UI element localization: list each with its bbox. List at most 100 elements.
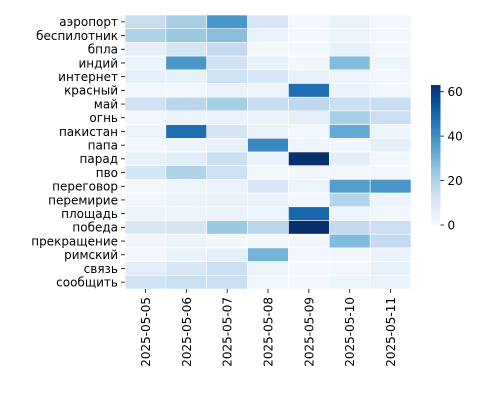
heatmap-cell	[165, 96, 208, 112]
y-tick-label: площадь	[61, 207, 118, 221]
heatmap-cell	[288, 179, 330, 194]
heatmap-cell	[124, 55, 167, 71]
heatmap-cell	[124, 124, 167, 139]
heatmap-cell	[206, 220, 248, 235]
heatmap-cell	[328, 179, 371, 194]
heatmap-cell	[124, 69, 167, 84]
heatmap-cell	[165, 220, 208, 235]
heatmap-cell	[124, 165, 167, 180]
heatmap-cell	[288, 206, 330, 221]
heatmap-cell	[288, 124, 330, 139]
heatmap-cell	[124, 151, 167, 166]
heatmap-cell	[288, 28, 330, 43]
heatmap-cell	[328, 55, 371, 71]
heatmap-cell	[247, 247, 289, 262]
heatmap-cell	[206, 96, 248, 112]
heatmap-cell	[247, 206, 289, 221]
heatmap-cell	[124, 261, 167, 276]
x-axis: 2025-05-05 2025-05-06 2025-05-07 2025-05-08…	[139, 289, 398, 367]
heatmap-cell	[206, 138, 248, 153]
heatmap-cell	[165, 14, 208, 29]
heatmap-cell	[124, 233, 167, 249]
y-tick-label: пакистан	[59, 125, 118, 139]
heatmap-cell	[369, 274, 412, 290]
y-tick-label: перемирие	[48, 193, 118, 207]
heatmap-cell	[288, 165, 330, 180]
heatmap-cell	[206, 151, 248, 166]
heatmap-cells	[124, 14, 412, 290]
heatmap-cell	[124, 83, 167, 98]
heatmap-cell	[369, 28, 412, 43]
heatmap-cell	[288, 274, 330, 290]
heatmap-cell	[328, 124, 371, 139]
colorbar: 0 20 40 60	[431, 85, 463, 232]
heatmap-cell	[165, 69, 208, 84]
heatmap-cell	[165, 42, 208, 57]
heatmap-cell	[247, 110, 289, 125]
heatmap-cell	[206, 247, 248, 262]
heatmap-cell	[328, 247, 371, 262]
y-tick-label: бпла	[88, 43, 118, 57]
y-tick-label: красный	[64, 84, 118, 98]
heatmap-cell	[328, 220, 371, 235]
heatmap-cell	[206, 179, 248, 194]
heatmap-cell	[369, 55, 412, 71]
heatmap-cell	[247, 96, 289, 112]
heatmap-cell	[165, 261, 208, 276]
heatmap-cell	[247, 69, 289, 84]
heatmap-cell	[206, 274, 248, 290]
heatmap-cell	[328, 42, 371, 57]
heatmap-cell	[165, 206, 208, 221]
heatmap-cell	[288, 247, 330, 262]
heatmap-cell	[288, 83, 330, 98]
heatmap-cell	[124, 179, 167, 194]
heatmap-cell	[124, 138, 167, 153]
y-tick-label: интернет	[58, 70, 118, 84]
heatmap-cell	[124, 192, 167, 208]
heatmap-cell	[165, 192, 208, 208]
heatmap-cell	[206, 42, 248, 57]
heatmap-cell	[247, 124, 289, 139]
x-tick-label: 2025-05-06	[180, 297, 194, 367]
heatmap-cell	[369, 83, 412, 98]
x-tick-label: 2025-05-09	[302, 297, 316, 367]
heatmap-cell	[124, 28, 167, 43]
heatmap-cell	[165, 28, 208, 43]
heatmap-cell	[165, 110, 208, 125]
y-tick-label: победа	[72, 221, 118, 235]
heatmap-cell	[247, 28, 289, 43]
heatmap-cell	[369, 233, 412, 249]
heatmap-cell	[165, 247, 208, 262]
heatmap-cell	[288, 233, 330, 249]
heatmap-cell	[288, 96, 330, 112]
y-tick-label: прекращение	[31, 234, 118, 248]
colorbar-tick-label: 0	[448, 218, 456, 232]
heatmap-cell	[124, 42, 167, 57]
heatmap-cell	[124, 220, 167, 235]
colorbar-gradient	[431, 85, 441, 225]
heatmap-cell	[124, 274, 167, 290]
heatmap-cell	[247, 220, 289, 235]
x-tick-label: 2025-05-07	[221, 297, 235, 367]
heatmap-cell	[328, 14, 371, 29]
heatmap-cell	[247, 261, 289, 276]
heatmap-cell	[124, 206, 167, 221]
heatmap-cell	[328, 165, 371, 180]
heatmap-cell	[247, 165, 289, 180]
heatmap-cell	[165, 151, 208, 166]
heatmap-cell	[124, 110, 167, 125]
heatmap-cell	[328, 151, 371, 166]
heatmap-cell	[206, 69, 248, 84]
heatmap-cell	[369, 220, 412, 235]
heatmap-cell	[206, 192, 248, 208]
heatmap-cell	[247, 274, 289, 290]
x-tick-label: 2025-05-11	[384, 297, 398, 367]
heatmap-cell	[369, 14, 412, 29]
y-tick-label: связь	[84, 262, 118, 276]
heatmap-cell	[206, 206, 248, 221]
heatmap-cell	[124, 247, 167, 262]
heatmap-cell	[247, 138, 289, 153]
x-tick-label: 2025-05-08	[262, 297, 276, 367]
